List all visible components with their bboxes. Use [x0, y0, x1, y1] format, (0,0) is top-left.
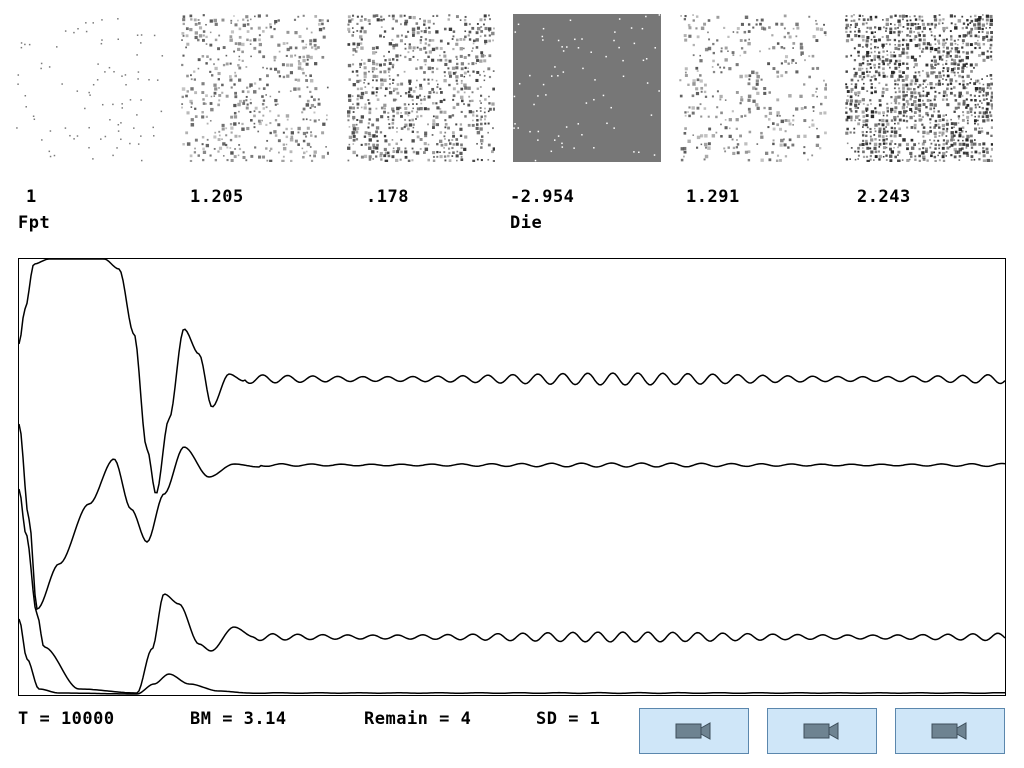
panel-value-5: 1.291: [686, 187, 740, 207]
texture-image: [679, 14, 827, 162]
trace-line-3: [19, 488, 1005, 694]
texture-image: [347, 14, 495, 162]
panel-value-2: 1.205: [190, 187, 244, 207]
trace-plot-svg: [19, 259, 1005, 695]
sd-readout: SD = 1: [536, 709, 601, 729]
video-camera-icon: [675, 722, 711, 740]
texture-panel-6: [845, 14, 993, 162]
trace-line-2: [19, 423, 1005, 611]
video-camera-icon: [931, 722, 967, 740]
texture-panel-3: [347, 14, 495, 162]
texture-panel-1: [16, 14, 164, 162]
panel-value-6: 2.243: [857, 187, 911, 207]
texture-image: [181, 14, 329, 162]
texture-panel-4: [513, 14, 661, 162]
trace-line-4: [19, 618, 1005, 695]
texture-panel-5: [679, 14, 827, 162]
remain-readout: Remain = 4: [364, 709, 472, 729]
panel-value-4: -2.954: [510, 187, 575, 207]
panel-sublabel-1: Fpt: [18, 213, 51, 233]
time-readout: T = 10000: [18, 709, 115, 729]
panel-value-3: .178: [366, 187, 409, 207]
panel-value-1: 1: [26, 187, 37, 207]
camera-button-3[interactable]: [895, 708, 1005, 754]
camera-button-2[interactable]: [767, 708, 877, 754]
trace-plot: [18, 258, 1006, 696]
trace-line-1: [19, 259, 1005, 494]
texture-panel-2: [181, 14, 329, 162]
bm-readout: BM = 3.14: [190, 709, 287, 729]
texture-image: [16, 18, 164, 162]
panel-sublabel-4: Die: [510, 213, 543, 233]
texture-image: [513, 14, 661, 162]
texture-image: [845, 14, 993, 162]
video-camera-icon: [803, 722, 839, 740]
camera-button-1[interactable]: [639, 708, 749, 754]
